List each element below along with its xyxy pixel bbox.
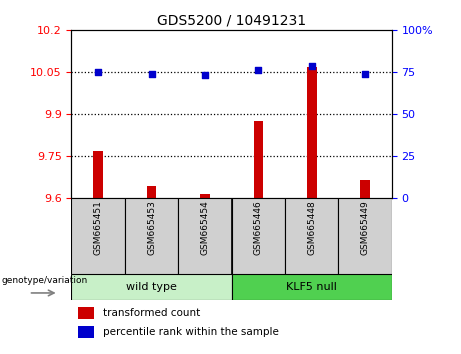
Bar [78,307,94,319]
Text: GSM665449: GSM665449 [361,200,370,255]
Bar [78,326,94,338]
Point [308,63,315,69]
Point [148,71,155,76]
Bar [361,180,370,198]
Text: KLF5 null: KLF5 null [286,282,337,292]
Text: GSM665451: GSM665451 [94,200,103,255]
Bar [231,274,392,300]
Text: percentile rank within the sample: percentile rank within the sample [103,327,279,337]
Bar [71,274,231,300]
Bar [125,198,178,274]
Bar [285,198,338,274]
Bar [338,198,392,274]
Bar [254,121,263,198]
Bar [307,67,317,198]
Text: GSM665454: GSM665454 [201,200,209,255]
Bar [231,198,285,274]
Text: GSM665453: GSM665453 [147,200,156,255]
Point [254,68,262,73]
Bar [200,194,210,198]
Bar [71,198,125,274]
Title: GDS5200 / 10491231: GDS5200 / 10491231 [157,13,306,28]
Point [201,73,209,78]
Text: GSM665448: GSM665448 [307,200,316,255]
Text: genotype/variation: genotype/variation [1,276,88,285]
Bar [147,185,156,198]
Bar [93,150,103,198]
Point [361,71,369,76]
Text: wild type: wild type [126,282,177,292]
Bar [178,198,231,274]
Point [95,69,102,75]
Text: GSM665446: GSM665446 [254,200,263,255]
Text: transformed count: transformed count [103,308,201,318]
